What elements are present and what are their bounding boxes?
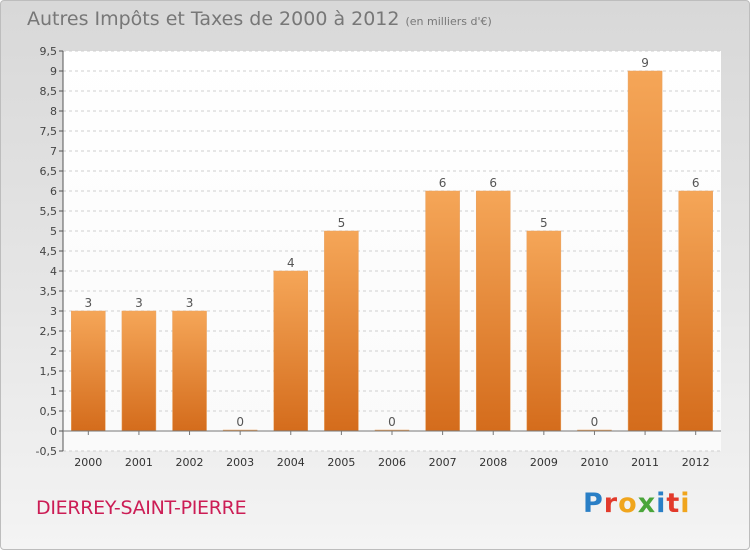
x-tick-label: 2004 <box>277 456 305 469</box>
y-tick-label: 8 <box>50 105 57 118</box>
x-tick-label: 2007 <box>429 456 457 469</box>
x-tick-label: 2012 <box>682 456 710 469</box>
bar <box>526 230 562 432</box>
y-tick-label: 6,5 <box>40 165 58 178</box>
x-tick-label: 2006 <box>378 456 406 469</box>
bar <box>627 70 663 432</box>
commune-name: DIERREY-SAINT-PIERRE <box>36 497 247 519</box>
bar-value-label: 0 <box>388 415 396 429</box>
x-tick-label: 2008 <box>479 456 507 469</box>
bar-value-label: 3 <box>84 296 92 310</box>
x-tick-label: 2003 <box>226 456 254 469</box>
x-tick-label: 2010 <box>580 456 608 469</box>
bar-value-label: 6 <box>489 176 497 190</box>
y-tick-label: 4,5 <box>40 245 58 258</box>
logo-letter: P <box>583 488 604 519</box>
bar <box>172 310 207 432</box>
bar <box>324 230 359 432</box>
bar-value-label: 9 <box>641 56 649 70</box>
logo-letter: r <box>603 488 619 519</box>
bar <box>71 310 106 432</box>
proxiti-logo[interactable]: Proxiti <box>583 488 691 519</box>
logo-letter: t <box>666 488 681 519</box>
bar <box>678 190 713 432</box>
y-tick-label: 2 <box>50 345 57 358</box>
y-tick-label: 6 <box>50 185 57 198</box>
x-tick-label: 2009 <box>530 456 558 469</box>
bar-value-label: 6 <box>439 176 447 190</box>
bar-value-label: 5 <box>338 216 346 230</box>
y-tick-label: 1 <box>50 385 57 398</box>
y-tick-label: 0,5 <box>40 405 58 418</box>
chart-subtitle: (en milliers d'€) <box>405 15 492 28</box>
bar-value-label: 3 <box>135 296 143 310</box>
bar-value-label: 0 <box>236 415 244 429</box>
x-tick-label: 2002 <box>176 456 204 469</box>
chart-title: Autres Impôts et Taxes de 2000 à 2012 (en… <box>27 8 492 30</box>
y-tick-label: 9 <box>50 65 57 78</box>
bar <box>475 190 511 432</box>
bar-value-label: 5 <box>540 216 548 230</box>
x-tick-label: 2005 <box>327 456 355 469</box>
bar-value-label: 4 <box>287 256 295 270</box>
x-tick-label: 2011 <box>631 456 659 469</box>
y-tick-label: 9,5 <box>40 45 58 58</box>
y-tick-label: 0 <box>50 425 57 438</box>
logo-letter: x <box>637 488 657 519</box>
y-tick-label: 8,5 <box>40 85 58 98</box>
y-tick-label: 3,5 <box>40 285 58 298</box>
bar-value-label: 3 <box>186 296 194 310</box>
logo-letter: i <box>680 488 691 519</box>
bar <box>273 270 309 432</box>
y-tick-label: 3 <box>50 305 57 318</box>
y-tick-label: 2,5 <box>40 325 58 338</box>
bar-value-label: 6 <box>692 176 700 190</box>
bar <box>121 310 157 432</box>
y-tick-label: 1,5 <box>40 365 58 378</box>
y-tick-label: 7,5 <box>40 125 58 138</box>
x-tick-label: 2001 <box>125 456 153 469</box>
bar-value-label: 0 <box>591 415 599 429</box>
y-tick-label: 5,5 <box>40 205 58 218</box>
logo-letter: i <box>656 488 667 519</box>
y-tick-label: 7 <box>50 145 57 158</box>
bar <box>425 190 460 432</box>
x-tick-label: 2000 <box>74 456 102 469</box>
y-tick-label: -0,5 <box>36 445 57 458</box>
y-tick-label: 5 <box>50 225 57 238</box>
y-tick-label: 4 <box>50 265 57 278</box>
logo-letter: o <box>618 488 638 519</box>
